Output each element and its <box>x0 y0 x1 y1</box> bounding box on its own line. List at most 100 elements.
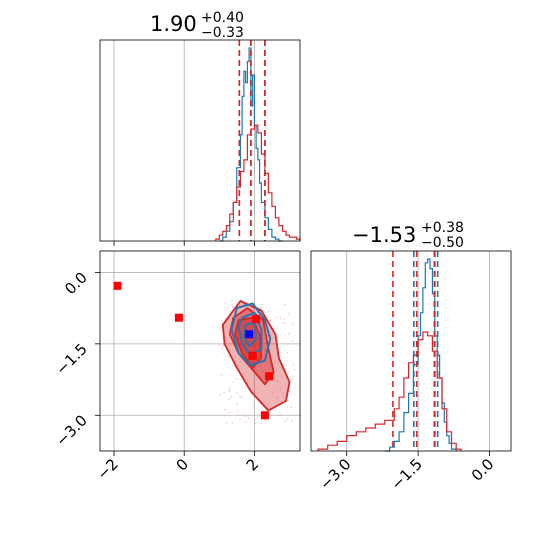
scatter-xtick-label-2: 2 <box>243 455 262 474</box>
sample-dot <box>287 342 289 345</box>
sample-dot <box>231 300 233 302</box>
hist2-series-red <box>317 331 462 451</box>
sample-dot <box>232 381 235 384</box>
sample-dot <box>261 370 264 373</box>
marker-red-5 <box>248 351 257 360</box>
sample-dot <box>270 335 273 337</box>
hist2-title-main: −1.53 <box>352 223 416 247</box>
hist1-title-minus: −0.33 <box>201 25 244 41</box>
hist1-title-plus: +0.40 <box>201 10 244 26</box>
sample-dot <box>256 387 259 389</box>
hist2-xtick-label-1: −1.5 <box>387 455 425 493</box>
hist1-quantile-lines <box>238 40 266 241</box>
sample-dot <box>291 420 293 422</box>
sample-dot <box>275 316 278 319</box>
sample-dot <box>292 340 294 343</box>
sample-dot <box>282 392 284 394</box>
sample-dot <box>292 323 294 326</box>
sample-dot <box>242 412 244 415</box>
sample-dot <box>279 387 282 390</box>
sample-dot <box>287 370 290 373</box>
panel-2d-posterior: −2 0 2 0.0 −1.5 −3.0 <box>52 250 301 483</box>
sample-dot <box>244 415 247 418</box>
sample-dot <box>236 391 239 394</box>
sample-dot <box>275 361 277 363</box>
sample-dot <box>239 418 241 421</box>
contour-blue-3 <box>230 302 272 367</box>
sample-dot <box>253 407 255 409</box>
sample-dot <box>261 303 263 305</box>
sample-dot <box>240 396 243 399</box>
sample-dot <box>264 349 267 351</box>
sample-dot <box>232 306 234 309</box>
scatter-markers <box>113 281 274 420</box>
sample-dot <box>276 397 279 399</box>
sample-dot <box>231 304 234 307</box>
sample-dot <box>236 377 238 380</box>
sample-dot <box>283 318 286 320</box>
sample-dot <box>279 413 281 416</box>
marker-red-3 <box>265 372 274 381</box>
sample-dot <box>231 422 234 424</box>
sample-dot <box>225 422 227 425</box>
sample-dot <box>227 330 229 333</box>
sample-dot <box>288 313 290 315</box>
sample-dot <box>276 414 279 417</box>
sample-dot <box>224 409 227 411</box>
sample-dot <box>225 326 227 328</box>
sample-dot <box>253 419 256 422</box>
sample-dot <box>228 388 231 390</box>
sample-dot <box>253 368 256 371</box>
sample-dot <box>259 365 261 368</box>
marker-red-1 <box>174 313 183 322</box>
sample-dot <box>222 351 224 353</box>
sample-dot <box>219 393 221 396</box>
sample-dot <box>281 376 284 378</box>
sample-dot <box>228 398 230 401</box>
hist2-ticks: −3.0 −1.5 0.0 <box>316 451 497 494</box>
marker-red-0 <box>113 281 122 290</box>
sample-dot <box>228 389 231 392</box>
scatter-ytick-label-1: −1.5 <box>52 340 90 378</box>
sample-dot <box>227 355 230 357</box>
hist2-bars <box>317 258 462 452</box>
sample-dot <box>247 414 250 417</box>
sample-dot <box>237 364 239 367</box>
hist1-grid <box>113 40 255 241</box>
hist1-series-red <box>215 124 301 241</box>
sample-dot <box>290 406 292 409</box>
sample-dot <box>245 421 247 423</box>
sample-dot <box>273 386 275 389</box>
sample-dot <box>266 310 269 313</box>
sample-dot <box>222 345 225 348</box>
scatter-xtick-label-1: 0 <box>173 455 192 474</box>
sample-dot <box>292 375 295 378</box>
sample-dot <box>253 391 255 394</box>
sample-dot <box>256 369 259 372</box>
sample-dot <box>286 351 289 354</box>
sample-dot <box>276 379 278 382</box>
sample-dot <box>270 321 273 323</box>
sample-dot <box>263 354 266 357</box>
sample-dot <box>277 381 279 383</box>
hist1-frame <box>99 39 301 242</box>
hist1-ticks <box>113 241 255 246</box>
sample-dot <box>279 317 282 319</box>
sample-dot <box>227 411 230 414</box>
sample-dot <box>267 402 270 405</box>
hist2-series-blue <box>384 258 457 452</box>
sample-dot <box>223 392 225 394</box>
sample-dot <box>293 368 296 371</box>
marker-red-2 <box>252 315 261 324</box>
scatter-ytick-label-2: −3.0 <box>52 411 90 449</box>
panel-hist-param1: 1.90 +0.40 −0.33 <box>99 10 301 246</box>
sample-dot <box>264 351 266 353</box>
sample-dot <box>284 420 287 422</box>
sample-dot <box>252 309 255 312</box>
scatter-frame <box>99 250 301 452</box>
hist2-title-plus: +0.38 <box>421 220 464 236</box>
sample-dot <box>224 302 227 305</box>
panel-hist-param2: −3.0 −1.5 0.0 −1.53 +0.38 −0.50 <box>310 220 512 494</box>
sample-dot <box>239 395 241 397</box>
hist2-frame <box>310 250 512 452</box>
